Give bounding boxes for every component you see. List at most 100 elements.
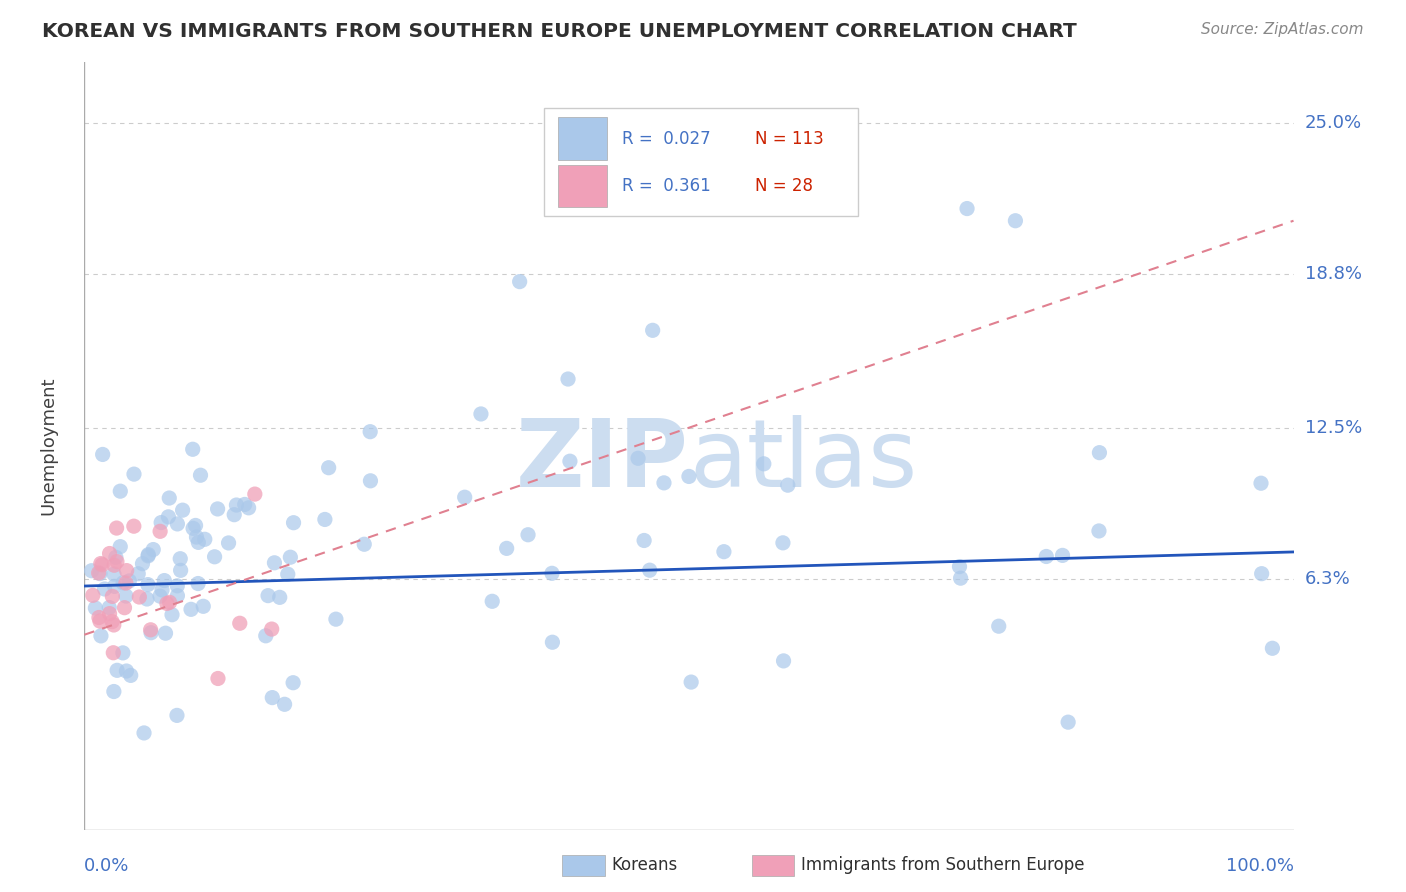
Point [181,521,204,535]
Point [105,521,128,535]
Point [89,614,111,628]
FancyBboxPatch shape [558,165,607,207]
Point [98,607,121,621]
Point [101,615,124,629]
Point [153,574,176,588]
Point [772,536,794,550]
Point [257,589,280,603]
Point [104,550,127,565]
Point [243,487,266,501]
Point [166,516,188,531]
Point [633,533,655,548]
Point [157,491,180,505]
Point [359,474,381,488]
Point [110,484,132,499]
Point [281,675,304,690]
Point [1035,549,1057,564]
Point [277,567,299,582]
Point [128,590,150,604]
Point [118,574,141,588]
Point [159,595,181,609]
Point [114,600,136,615]
Point [224,508,246,522]
Point [91,558,114,572]
Point [166,708,188,723]
Point [776,478,799,492]
Point [1088,524,1111,538]
Point [1261,641,1284,656]
Point [166,579,188,593]
Point [207,502,229,516]
Point [103,579,125,593]
Text: ZIP: ZIP [516,416,689,508]
Point [93,582,115,596]
Text: 12.5%: 12.5% [1305,418,1362,437]
Point [1052,549,1074,563]
Point [111,646,134,660]
Point [82,588,104,602]
Point [139,623,162,637]
Point [115,564,138,578]
Point [101,590,124,604]
Point [103,558,125,573]
Point [98,600,121,615]
Point [260,622,283,636]
Point [115,664,138,678]
Point [495,541,517,556]
Point [190,468,212,483]
Point [87,610,110,624]
Text: Immigrants from Southern Europe: Immigrants from Southern Europe [801,856,1085,874]
Point [517,527,540,541]
Point [225,498,247,512]
Point [160,607,183,622]
Point [273,698,295,712]
Point [136,549,159,563]
Point [1088,445,1111,459]
Point [115,576,138,591]
Text: atlas: atlas [689,416,917,508]
Point [110,540,132,554]
Text: KOREAN VS IMMIGRANTS FROM SOUTHERN EUROPE UNEMPLOYMENT CORRELATION CHART: KOREAN VS IMMIGRANTS FROM SOUTHERN EUROP… [42,22,1077,41]
Text: 25.0%: 25.0% [1305,114,1362,132]
Point [115,589,138,603]
Point [204,549,226,564]
Point [638,563,661,577]
Point [1250,566,1272,581]
Point [89,566,111,581]
Point [681,675,703,690]
Point [678,469,700,483]
Point [481,594,503,608]
Point [90,629,112,643]
Point [80,564,103,578]
Point [98,547,121,561]
Point [470,407,492,421]
Text: Koreans: Koreans [612,856,678,874]
Point [641,323,664,337]
Point [122,519,145,533]
Point [949,571,972,585]
Point [120,668,142,682]
Point [150,516,173,530]
Point [325,612,347,626]
Point [557,372,579,386]
Point [233,498,256,512]
Point [149,524,172,539]
FancyBboxPatch shape [558,118,607,160]
Point [752,457,775,471]
Point [187,576,209,591]
Point [186,530,208,544]
Text: 0.0%: 0.0% [84,857,129,875]
Text: 6.3%: 6.3% [1305,570,1350,588]
Point [262,690,284,705]
Text: N = 113: N = 113 [755,129,824,147]
Point [187,535,209,549]
Point [713,544,735,558]
Point [103,567,125,582]
Point [103,618,125,632]
Point [180,602,202,616]
Point [238,500,260,515]
Point [987,619,1010,633]
Point [558,454,581,468]
Point [156,597,179,611]
Point [181,442,204,457]
